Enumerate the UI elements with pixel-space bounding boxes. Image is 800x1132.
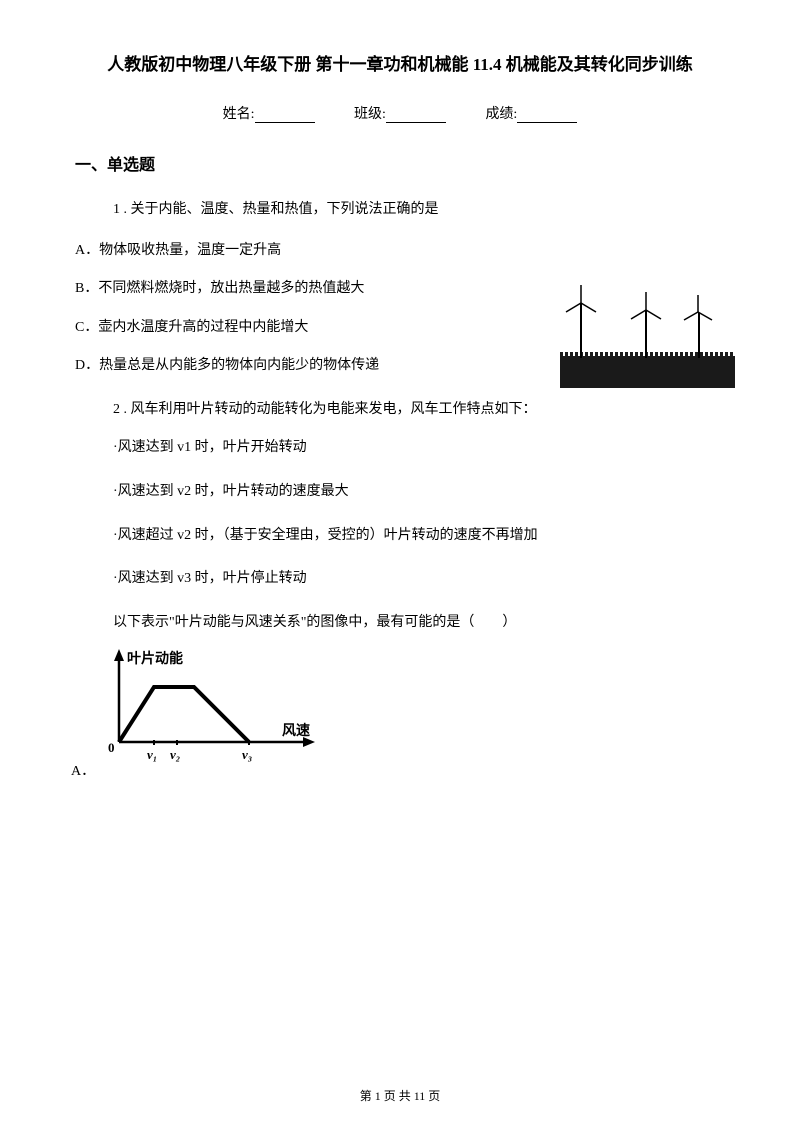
section-title: 一、单选题 bbox=[75, 151, 725, 175]
chart-option-a: A． 0 叶片动能 风速 bbox=[75, 647, 725, 782]
option-a-label: A． bbox=[71, 760, 95, 780]
q2-final-text: 以下表示"叶片动能与风速关系"的图像中，最有可能的是（ ） bbox=[75, 611, 725, 631]
kinetic-energy-chart: 0 叶片动能 风速 v₁ v₂ v₃ bbox=[97, 647, 725, 777]
turbine-blades-icon bbox=[561, 283, 601, 323]
turbine-2 bbox=[645, 310, 647, 358]
class-label: 班级: bbox=[354, 107, 386, 122]
turbine-1 bbox=[580, 303, 582, 358]
q2-bullet-3: ·风速超过 v2 时，（基于安全理由，受控的）叶片转动的速度不再增加 bbox=[113, 524, 725, 548]
q2-bullet-1: ·风速达到 v1 时，叶片开始转动 bbox=[113, 436, 725, 460]
student-info-line: 姓名: 班级: 成绩: bbox=[75, 103, 725, 123]
chart-tick-v2: v₂ bbox=[170, 747, 180, 762]
score-label: 成绩: bbox=[485, 107, 517, 122]
class-underline bbox=[386, 107, 446, 123]
chart-x-label: 风速 bbox=[282, 722, 310, 739]
q2-bullets: ·风速达到 v1 时，叶片开始转动 ·风速达到 v2 时，叶片转动的速度最大 ·… bbox=[75, 436, 725, 591]
name-label: 姓名: bbox=[223, 107, 255, 122]
name-field: 姓名: bbox=[223, 103, 315, 123]
turbine-blades-icon bbox=[626, 290, 666, 330]
chart-tick-v1: v₁ bbox=[147, 747, 157, 762]
chart-tick-v3: v₃ bbox=[242, 747, 252, 762]
page-footer: 第 1 页 共 11 页 bbox=[0, 1087, 800, 1104]
windmill-ground bbox=[560, 356, 735, 388]
turbine-blades-icon bbox=[679, 293, 717, 331]
turbine-3 bbox=[698, 313, 700, 358]
q1-text: 1 . 关于内能、温度、热量和热值，下列说法正确的是 bbox=[75, 197, 725, 224]
name-underline bbox=[255, 107, 315, 123]
chart-origin: 0 bbox=[108, 740, 115, 755]
q1-option-a: A．物体吸收热量，温度一定升高 bbox=[75, 238, 725, 265]
q2-bullet-4: ·风速达到 v3 时，叶片停止转动 bbox=[113, 567, 725, 591]
page-title: 人教版初中物理八年级下册 第十一章功和机械能 11.4 机械能及其转化同步训练 bbox=[75, 50, 725, 75]
score-underline bbox=[517, 107, 577, 123]
chart-svg: 0 叶片动能 风速 v₁ v₂ v₃ bbox=[97, 647, 327, 772]
question-2: 2 . 风车利用叶片转动的动能转化为电能来发电，风车工作特点如下： ·风速达到 … bbox=[75, 398, 725, 782]
chart-y-label: 叶片动能 bbox=[127, 650, 183, 667]
windmill-image bbox=[560, 283, 735, 388]
class-field: 班级: bbox=[354, 103, 446, 123]
q2-intro: 2 . 风车利用叶片转动的动能转化为电能来发电，风车工作特点如下： bbox=[75, 398, 725, 418]
q2-bullet-2: ·风速达到 v2 时，叶片转动的速度最大 bbox=[113, 480, 725, 504]
score-field: 成绩: bbox=[485, 103, 577, 123]
